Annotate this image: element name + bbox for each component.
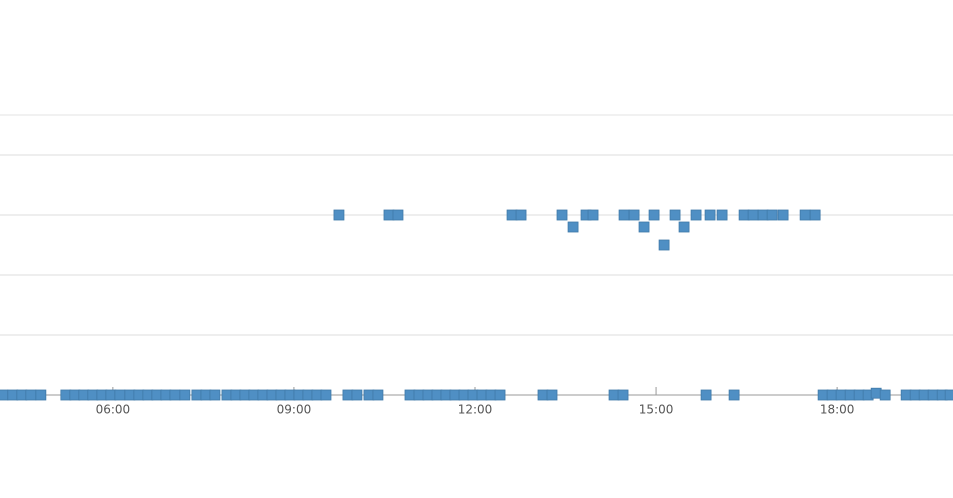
point <box>738 209 750 221</box>
point <box>311 389 323 401</box>
point <box>69 389 81 401</box>
point <box>342 389 354 401</box>
point <box>826 389 838 401</box>
point <box>628 209 640 221</box>
point <box>909 389 921 401</box>
point <box>151 389 163 401</box>
point <box>392 209 404 221</box>
point <box>302 389 314 401</box>
point <box>363 389 375 401</box>
point <box>777 209 789 221</box>
x-tick-label: 18:00 <box>820 403 855 417</box>
x-tick-label: 06:00 <box>96 403 131 417</box>
point <box>690 209 702 221</box>
point <box>704 209 716 221</box>
point <box>179 389 191 401</box>
point <box>293 389 305 401</box>
point <box>918 389 930 401</box>
point <box>870 387 882 399</box>
point <box>458 389 470 401</box>
point <box>669 209 681 221</box>
point <box>587 209 599 221</box>
point <box>608 389 620 401</box>
point <box>853 389 865 401</box>
point <box>515 209 527 221</box>
point <box>248 389 260 401</box>
point <box>413 389 425 401</box>
point <box>257 389 269 401</box>
point <box>284 389 296 401</box>
point <box>209 389 221 401</box>
point <box>169 389 181 401</box>
point <box>422 389 434 401</box>
point <box>87 389 99 401</box>
point <box>35 389 47 401</box>
point <box>383 209 395 221</box>
point <box>809 209 821 221</box>
point <box>638 221 650 233</box>
point <box>900 389 912 401</box>
point <box>944 389 953 401</box>
point <box>716 209 728 221</box>
point <box>766 209 778 221</box>
point <box>440 389 452 401</box>
point <box>879 389 891 401</box>
x-tick-label: 12:00 <box>458 403 493 417</box>
point <box>817 389 829 401</box>
point <box>844 389 856 401</box>
point <box>372 389 384 401</box>
point <box>927 389 939 401</box>
point <box>747 209 759 221</box>
point <box>556 209 568 221</box>
point <box>618 209 630 221</box>
point <box>221 389 233 401</box>
point <box>546 389 558 401</box>
point <box>449 389 461 401</box>
point <box>494 389 506 401</box>
point <box>485 389 497 401</box>
point <box>7 389 19 401</box>
point <box>648 209 660 221</box>
point <box>239 389 251 401</box>
point <box>799 209 811 221</box>
point <box>506 209 518 221</box>
point <box>678 221 690 233</box>
point <box>728 389 740 401</box>
point <box>835 389 847 401</box>
x-tick-label: 15:00 <box>639 403 674 417</box>
point <box>567 221 579 233</box>
point <box>78 389 90 401</box>
point <box>266 389 278 401</box>
point <box>230 389 242 401</box>
point <box>431 389 443 401</box>
point <box>404 389 416 401</box>
point <box>96 389 108 401</box>
x-tick-label: 09:00 <box>277 403 312 417</box>
point <box>0 389 9 401</box>
point <box>617 389 629 401</box>
point <box>757 209 769 221</box>
point <box>124 389 136 401</box>
point <box>476 389 488 401</box>
point <box>133 389 145 401</box>
point <box>700 389 712 401</box>
point <box>351 389 363 401</box>
point <box>333 209 345 221</box>
point <box>160 389 172 401</box>
point <box>142 389 154 401</box>
point <box>25 389 37 401</box>
point <box>275 389 287 401</box>
point <box>105 389 117 401</box>
point <box>191 389 203 401</box>
point <box>467 389 479 401</box>
point <box>658 239 670 251</box>
point <box>16 389 28 401</box>
point <box>537 389 549 401</box>
point <box>320 389 332 401</box>
point <box>114 389 126 401</box>
point <box>60 389 72 401</box>
point <box>200 389 212 401</box>
